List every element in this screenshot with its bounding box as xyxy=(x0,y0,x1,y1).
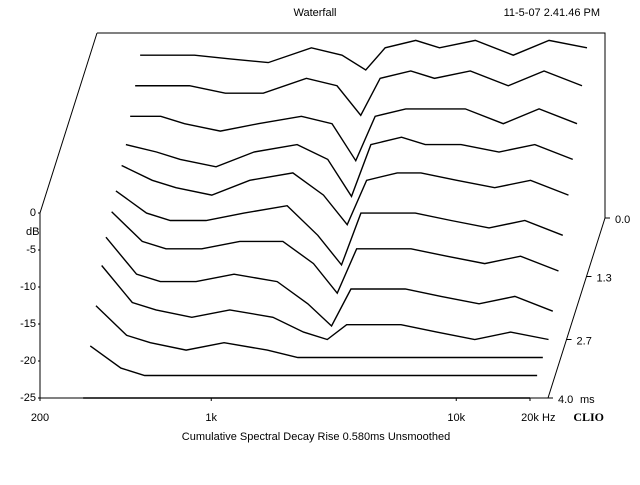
x-unit: Hz xyxy=(542,412,555,424)
x-tick-label: 20k xyxy=(521,412,539,424)
y-tick-label: -15 xyxy=(20,318,36,330)
slice-line xyxy=(101,265,549,341)
slice-line xyxy=(135,70,583,117)
chart-title: Waterfall xyxy=(294,7,337,19)
y-tick-label: -5 xyxy=(26,244,36,256)
slice-line xyxy=(140,39,588,71)
caption: Cumulative Spectral Decay Rise 0.580ms U… xyxy=(182,431,450,443)
slice-line xyxy=(95,305,543,359)
slice-line xyxy=(121,164,569,227)
slice-line xyxy=(130,108,578,163)
slice-line xyxy=(111,211,559,295)
z-tick-label: 4.0 xyxy=(558,394,573,406)
y-tick-label: -20 xyxy=(20,355,36,367)
timestamp: 11-5-07 2.41.46 PM xyxy=(504,7,600,19)
slice-line xyxy=(115,190,564,267)
y-axis-label: dB xyxy=(26,226,39,238)
x-tick-label: 10k xyxy=(447,412,465,424)
y-tick-label: -25 xyxy=(20,392,36,404)
waterfall xyxy=(83,39,588,399)
z-tick-label: 2.7 xyxy=(577,335,592,347)
slice-fill xyxy=(95,305,543,358)
slice-line xyxy=(125,136,574,198)
y-tick-label: -10 xyxy=(20,281,36,293)
slice-fill xyxy=(101,265,549,340)
brand: CLIO xyxy=(573,410,604,424)
y-tick-label: 0 xyxy=(30,207,36,219)
z-tick-label: 1.3 xyxy=(596,272,611,284)
slice-line xyxy=(89,345,538,377)
slice-fill xyxy=(105,237,553,326)
x-tick-label: 1k xyxy=(205,412,217,424)
z-tick-label: 0.0 xyxy=(615,214,630,226)
z-unit: ms xyxy=(580,394,595,406)
x-tick-label: 200 xyxy=(31,412,49,424)
slice-line xyxy=(105,236,554,328)
